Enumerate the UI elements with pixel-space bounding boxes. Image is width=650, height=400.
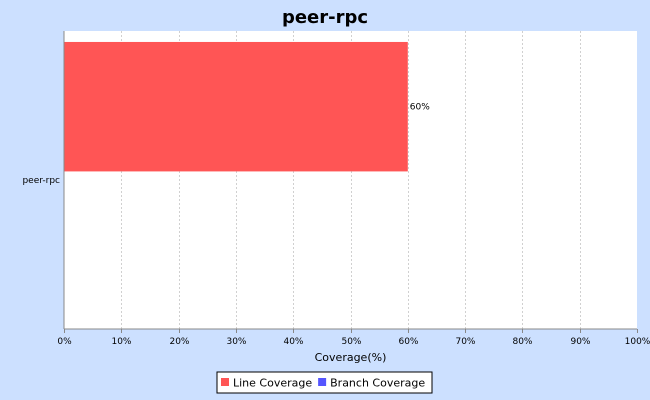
- x-tick-label: 70%: [455, 337, 475, 347]
- x-tick-label: 10%: [111, 337, 131, 347]
- x-tick-label: 50%: [341, 337, 361, 347]
- x-tick-label: 30%: [226, 337, 246, 347]
- legend-swatch: [221, 378, 229, 386]
- legend-swatch: [318, 378, 327, 386]
- bars: 60%: [64, 41, 430, 172]
- x-tick-label: 60%: [398, 337, 418, 347]
- legend-label: Branch Coverage: [330, 377, 425, 390]
- x-tick-label: 20%: [169, 337, 189, 347]
- chart-title: peer-rpc: [282, 7, 368, 28]
- x-axis-title: Coverage(%): [315, 351, 387, 364]
- legend-label: Line Coverage: [233, 377, 312, 390]
- x-axis-ticks: 0% 10% 20% 30% 40% 50% 60% 70% 80% 90% 100%: [57, 329, 650, 347]
- legend: Line Coverage Branch Coverage: [216, 371, 433, 394]
- y-category-label: peer-rpc: [22, 176, 60, 186]
- x-tick-label: 40%: [283, 337, 303, 347]
- y-axis-categories: peer-rpc: [22, 176, 60, 186]
- x-tick-label: 100%: [625, 337, 650, 347]
- bar-line-coverage: [64, 41, 408, 172]
- x-tick-label: 80%: [512, 337, 532, 347]
- x-tick-label: 90%: [570, 337, 590, 347]
- x-tick-label: 0%: [57, 337, 72, 347]
- bar-data-label: 60%: [410, 103, 430, 113]
